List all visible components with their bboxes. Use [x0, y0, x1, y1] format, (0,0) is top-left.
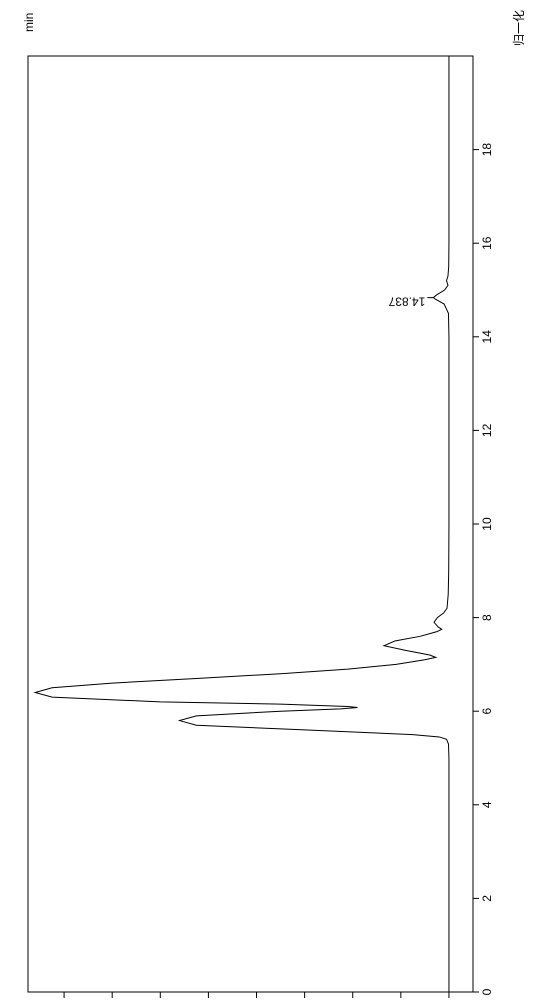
- x-tick-label: 2: [480, 895, 494, 902]
- x-tick-label: 10: [480, 517, 494, 531]
- peak-labels: 14.837: [388, 295, 433, 309]
- page-root: { "chart": { "type": "line", "title": "V…: [0, 0, 542, 1000]
- x-tick-label: 14: [480, 330, 494, 344]
- plot-border: [28, 56, 473, 992]
- x-tick-label: 16: [480, 236, 494, 250]
- x-axis-ticks: 0 2 4 6 8 10 12 14 16 18: [473, 143, 494, 996]
- x-tick-label: 4: [480, 801, 494, 808]
- y-axis-label: 归一化: [510, 10, 527, 46]
- x-tick-label: 0: [480, 988, 494, 995]
- chromatogram-plot: 14.837 0 2 4 6 8 10 12 14 16 18 02004006008001000…: [0, 0, 542, 1000]
- x-tick-label: 8: [480, 614, 494, 621]
- y-axis-ticks: 02004006008001000120014001600: [57, 992, 456, 1000]
- x-tick-label: 18: [480, 143, 494, 157]
- x-axis-unit: min: [22, 13, 36, 32]
- x-tick-label: 12: [480, 423, 494, 437]
- x-tick-label: 6: [480, 708, 494, 715]
- chromatogram-trace: [35, 56, 449, 992]
- peak-label: 14.837: [388, 295, 425, 309]
